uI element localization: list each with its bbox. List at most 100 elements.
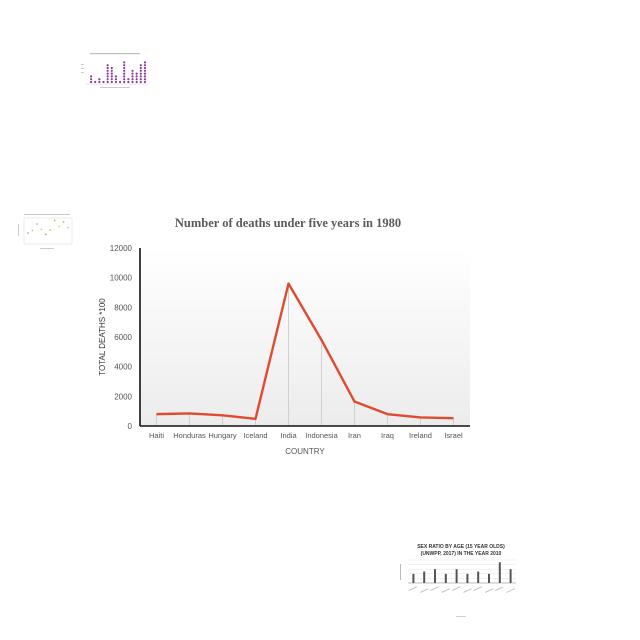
mini-bar xyxy=(488,573,490,583)
mini-dot xyxy=(143,66,147,70)
mini-chart-scatter-svg xyxy=(18,214,73,249)
mini-point xyxy=(67,226,69,229)
mini-bar xyxy=(498,562,501,583)
mini-point xyxy=(31,229,34,232)
mini-dot xyxy=(127,78,130,81)
mini-dot xyxy=(143,80,147,84)
mini-bar xyxy=(466,573,469,583)
mini-dot xyxy=(110,66,113,70)
main-chart-svg: 0 2000 4000 6000 8000 10000 12000 Haiti Honduras… xyxy=(98,244,470,456)
mini-xtick-bar xyxy=(494,586,504,592)
mini-xtick-bar xyxy=(484,588,494,593)
mini-xtick-bar xyxy=(430,586,439,592)
x-tick-label: Iran xyxy=(348,431,361,440)
mini-dot xyxy=(98,80,101,84)
x-tick-label: India xyxy=(280,431,297,440)
mini-xlabel-bar xyxy=(40,248,54,249)
mini-dot xyxy=(139,66,142,70)
mini-dot xyxy=(106,66,109,70)
mini-point xyxy=(27,232,29,234)
mini-dot xyxy=(139,69,142,72)
mini-dot xyxy=(127,80,130,84)
mini-dot xyxy=(143,78,147,81)
chart-title: Number of deaths under five years in 198… xyxy=(174,216,402,230)
mini-bar xyxy=(455,569,458,583)
mini-xtick-bar xyxy=(441,588,451,593)
mini-chart-title-line: (UNWPP, 2017) IN THE YEAR 2010 xyxy=(421,551,502,557)
mini-dot xyxy=(139,64,142,67)
mini-xtick-bar xyxy=(463,588,472,593)
mini-dot xyxy=(123,75,126,78)
mini-dot xyxy=(123,80,126,84)
x-tick-label: Indonesia xyxy=(305,431,338,440)
x-tick-label: Ireland xyxy=(409,431,432,440)
mini-dot xyxy=(131,75,134,78)
mini-dot xyxy=(135,78,138,81)
mini-dot xyxy=(123,78,126,81)
mini-dot xyxy=(143,64,147,67)
y-tick-label: 12000 xyxy=(110,244,133,253)
mini-dot xyxy=(143,61,147,64)
mini-bar xyxy=(444,573,447,583)
mini-dot xyxy=(89,80,93,84)
y-tick-label: 10000 xyxy=(110,274,133,283)
mini-dot xyxy=(106,69,109,72)
mini-chart-purple-dots xyxy=(78,48,154,94)
mini-dot xyxy=(110,69,113,72)
mini-point xyxy=(40,228,43,231)
mini-chart-sex-ratio: SEX RATIO BY AGE (15 YEAR OLDS) (UNWPP, 2… xyxy=(398,538,524,622)
mini-dot xyxy=(110,78,113,81)
y-tick-label: 4000 xyxy=(114,363,132,372)
mini-ytick-mark xyxy=(81,68,84,69)
x-tick-label: Iceland xyxy=(243,431,267,440)
mini-dot xyxy=(143,72,147,75)
mini-dot xyxy=(123,61,126,64)
series-line xyxy=(156,282,454,421)
mini-xlabel-bar xyxy=(100,87,130,88)
mini-xtick-bar xyxy=(506,588,516,593)
mini-dot xyxy=(139,80,142,84)
mini-dot xyxy=(106,75,109,78)
mini-dot xyxy=(114,75,118,78)
mini-dot xyxy=(139,75,142,78)
mini-dot xyxy=(123,64,126,67)
mini-chart-title-line: SEX RATIO BY AGE (15 YEAR OLDS) xyxy=(417,544,505,550)
mini-point xyxy=(44,233,47,236)
mini-dot xyxy=(114,80,118,84)
mini-ylabel-bar xyxy=(400,564,401,580)
mini-dot xyxy=(131,69,134,72)
y-tick-label: 8000 xyxy=(114,303,132,312)
mini-bar xyxy=(423,571,426,583)
x-tick-label: Iraq xyxy=(381,431,394,440)
mini-xtick-bar xyxy=(473,586,482,592)
mini-chart-purple-svg xyxy=(81,53,148,88)
mini-title-bar xyxy=(90,53,140,55)
mini-point xyxy=(53,219,56,222)
mini-dot xyxy=(139,72,142,75)
mini-chart-scatter xyxy=(16,210,76,256)
mini-title-bar xyxy=(24,214,70,215)
mini-dot xyxy=(143,69,147,72)
mini-dot xyxy=(94,80,97,84)
mini-point xyxy=(62,220,65,223)
x-tick-label: Honduras xyxy=(173,431,206,440)
x-tick-label: Israel xyxy=(444,431,463,440)
mini-bar xyxy=(434,569,436,583)
mini-ytick-mark xyxy=(81,64,84,65)
mini-dot xyxy=(106,64,109,67)
mini-dot xyxy=(131,78,134,81)
mini-point xyxy=(58,225,61,228)
mini-bar xyxy=(509,569,512,583)
mini-dot xyxy=(123,66,126,70)
mini-dot xyxy=(139,78,142,81)
mini-dot xyxy=(106,80,109,84)
mini-bar xyxy=(412,573,415,583)
mini-dot xyxy=(131,72,134,75)
mini-dot xyxy=(118,80,122,84)
x-axis-label: COUNTRY xyxy=(285,447,325,456)
mini-point xyxy=(49,229,52,232)
mini-ytick-mark xyxy=(81,72,84,73)
mini-dot xyxy=(135,80,138,84)
y-tick-label: 0 xyxy=(128,422,133,431)
mini-dot xyxy=(110,75,113,78)
